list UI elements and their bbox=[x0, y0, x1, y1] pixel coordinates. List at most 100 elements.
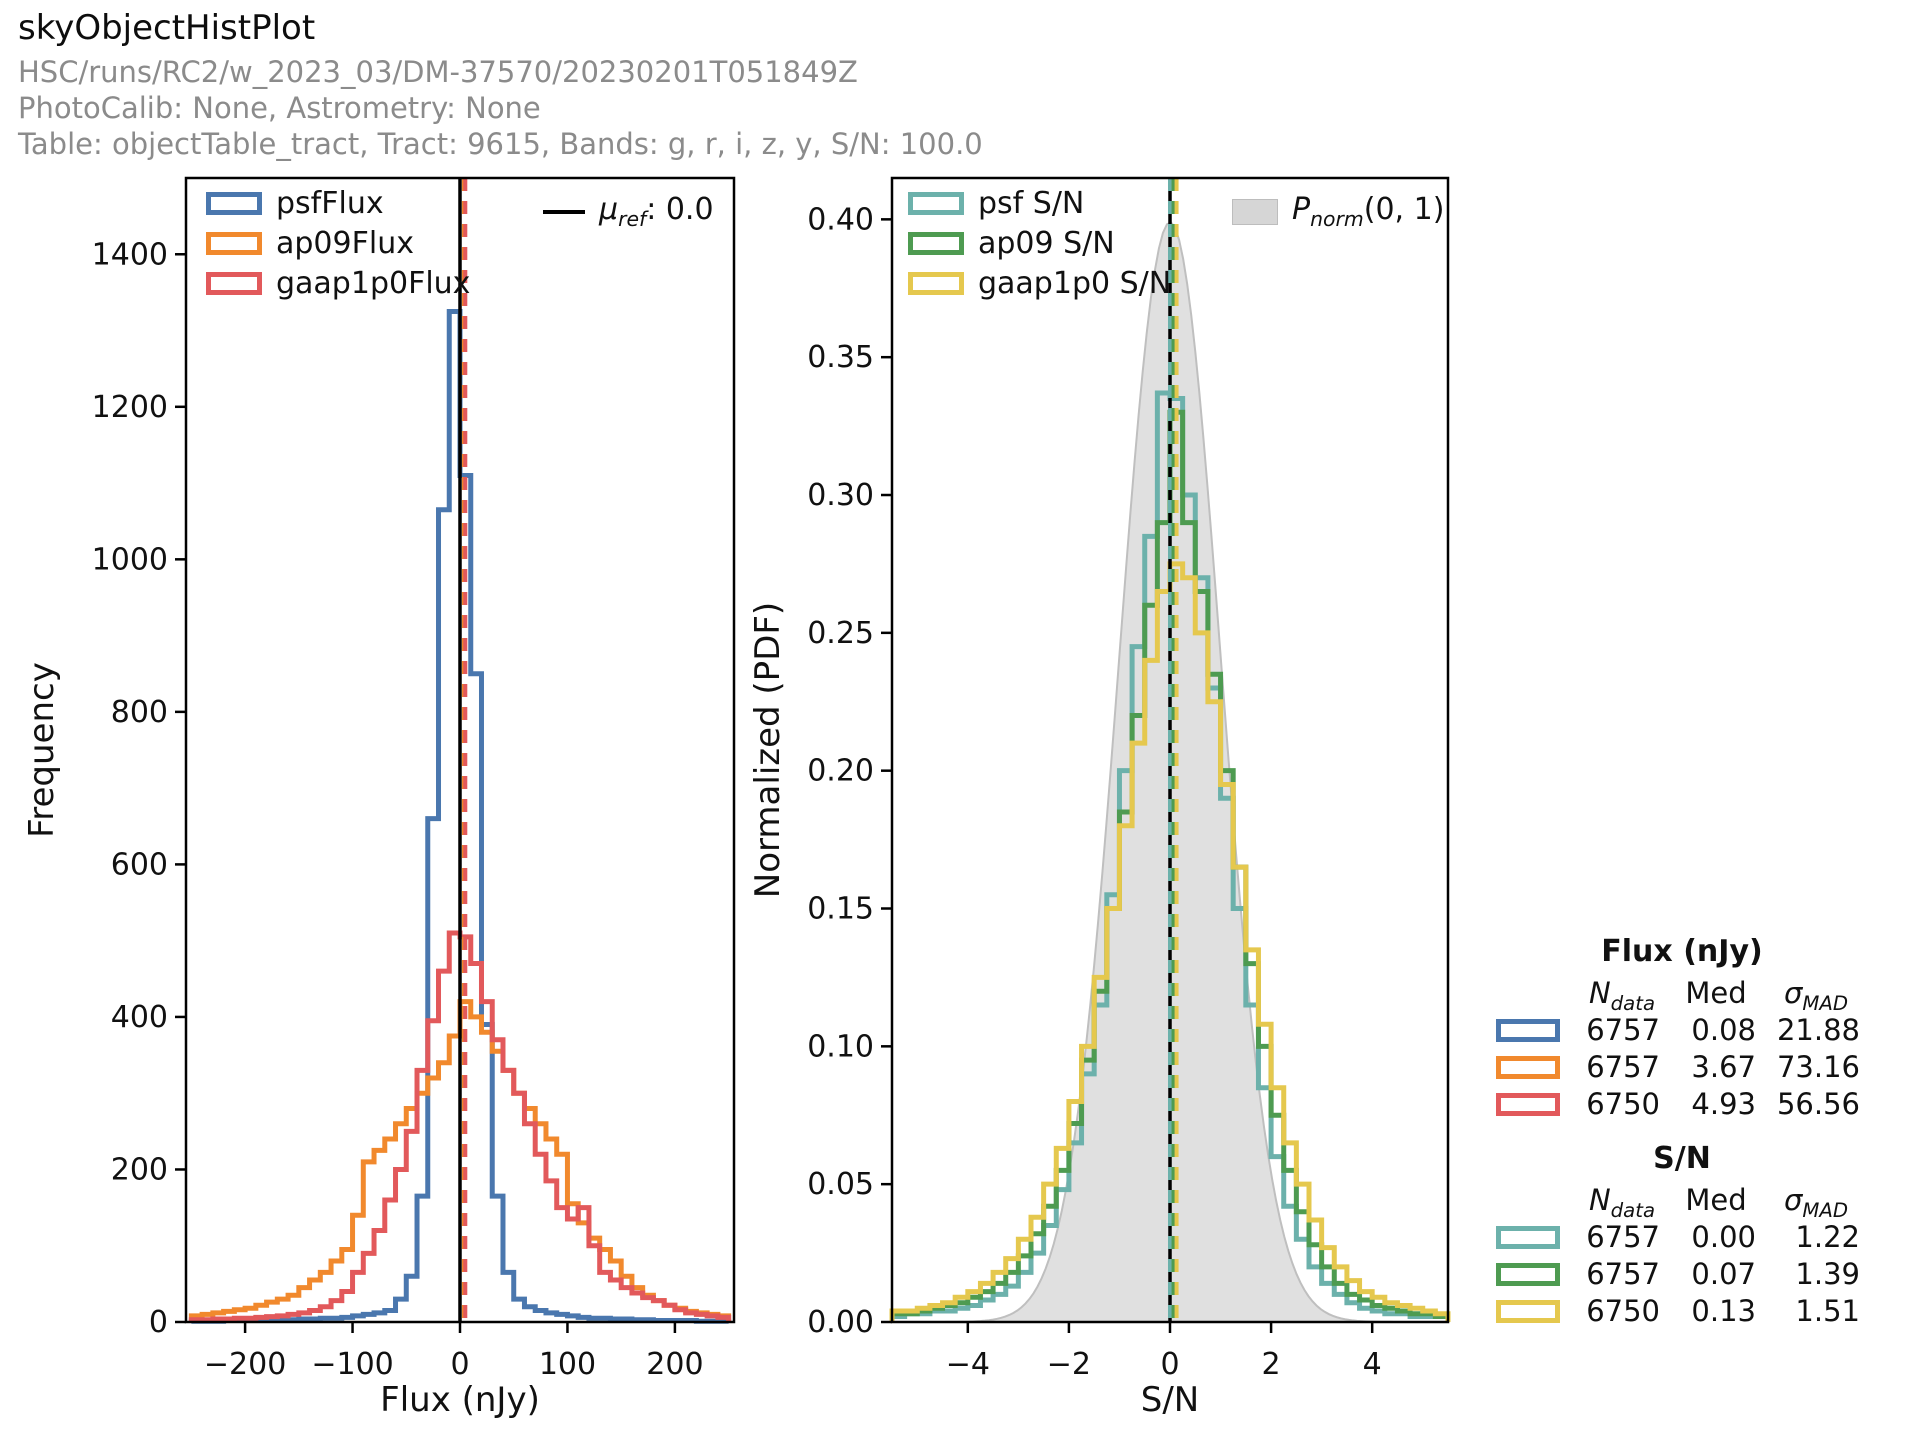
y-tick-label: 0.10 bbox=[807, 1029, 874, 1064]
y-tick-label: 1000 bbox=[92, 542, 168, 577]
legend-item-ap09-sn: ap09 S/N bbox=[908, 226, 1171, 261]
pnorm-label: Pnorm(0, 1) bbox=[1292, 192, 1445, 231]
spacer-cell bbox=[1496, 1181, 1576, 1219]
plot-title: skyObjectHistPlot bbox=[18, 8, 316, 48]
pnorm-legend: Pnorm(0, 1) bbox=[1232, 192, 1444, 231]
x-tick-label: −4 bbox=[946, 1347, 990, 1382]
sn-y-axis-label: Normalized (PDF) bbox=[748, 601, 788, 899]
legend-label: ap09Flux bbox=[276, 226, 414, 261]
flux-y-axis-label: Frequency bbox=[22, 662, 62, 838]
y-tick-label: 0.15 bbox=[807, 892, 874, 927]
col-header-sigma-mad: σMAD bbox=[1783, 1183, 1849, 1222]
flux-table-title: Flux (nJy) bbox=[1601, 934, 1763, 969]
stats-table: Flux (nJy) Ndata Med σMAD 6757 0.08 21.8… bbox=[1496, 930, 1868, 1330]
legend-label: gaap1p0Flux bbox=[276, 266, 471, 301]
med-value: 0.07 bbox=[1691, 1257, 1756, 1291]
y-tick-label: 0.40 bbox=[807, 202, 874, 237]
med-value: 0.00 bbox=[1691, 1220, 1756, 1254]
mu-ref-label: μref: 0.0 bbox=[599, 192, 714, 231]
col-header-med: Med bbox=[1685, 976, 1747, 1010]
psfflux-row-swatch-icon bbox=[1496, 1019, 1560, 1042]
mu-ref-legend: μref: 0.0 bbox=[543, 192, 714, 231]
table-section-spacer bbox=[1496, 1123, 1868, 1137]
psf-sn-row-swatch-icon bbox=[1496, 1226, 1560, 1249]
ndata-value: 6757 bbox=[1586, 1050, 1660, 1084]
table-row-swatch bbox=[1496, 1086, 1576, 1123]
ndata-value: 6750 bbox=[1586, 1087, 1660, 1121]
x-tick-label: 4 bbox=[1363, 1347, 1382, 1382]
y-tick-label: 0.25 bbox=[807, 616, 874, 651]
col-header-ndata: Ndata bbox=[1588, 1183, 1656, 1222]
x-tick-label: 100 bbox=[539, 1347, 596, 1382]
table-row-swatch bbox=[1496, 1012, 1576, 1049]
psfflux-swatch-icon bbox=[206, 192, 262, 215]
y-tick-label: 200 bbox=[111, 1152, 168, 1187]
x-tick-label: 0 bbox=[450, 1347, 469, 1382]
x-tick-label: 200 bbox=[646, 1347, 703, 1382]
ndata-value: 6757 bbox=[1586, 1220, 1660, 1254]
col-header-sigma-mad: σMAD bbox=[1783, 976, 1849, 1015]
ndata-value: 6757 bbox=[1586, 1257, 1660, 1291]
gaap1p0-sn-swatch-icon bbox=[908, 272, 964, 295]
sigma-mad-value: 73.16 bbox=[1776, 1050, 1860, 1084]
subtitle-calib: PhotoCalib: None, Astrometry: None bbox=[18, 91, 541, 125]
ap09-sn-swatch-icon bbox=[908, 232, 964, 255]
ndata-value: 6757 bbox=[1586, 1013, 1660, 1047]
sn-x-axis-label: S/N bbox=[1140, 1380, 1200, 1420]
col-header-med: Med bbox=[1685, 1183, 1747, 1217]
legend-item-gaap1p0flux: gaap1p0Flux bbox=[206, 266, 471, 301]
table-row-swatch bbox=[1496, 1293, 1576, 1330]
table-row-swatch bbox=[1496, 1256, 1576, 1293]
y-tick-label: 0.05 bbox=[807, 1167, 874, 1202]
x-tick-label: 2 bbox=[1262, 1347, 1281, 1382]
psf-sn-swatch-icon bbox=[908, 192, 964, 215]
legend-item-psf-sn: psf S/N bbox=[908, 186, 1171, 221]
pnorm-patch-icon bbox=[1232, 198, 1278, 225]
legend-item-ap09flux: ap09Flux bbox=[206, 226, 470, 261]
sigma-mad-value: 56.56 bbox=[1776, 1087, 1860, 1121]
gaap1p0flux-row-swatch-icon bbox=[1496, 1093, 1560, 1116]
legend-item-psfflux: psfFlux bbox=[206, 186, 470, 221]
col-header-ndata: Ndata bbox=[1588, 976, 1656, 1015]
flux-x-axis-label: Flux (nJy) bbox=[380, 1380, 540, 1420]
y-tick-label: 0 bbox=[149, 1305, 168, 1340]
sn-table-title: S/N bbox=[1653, 1141, 1711, 1176]
ap09flux-swatch-icon bbox=[206, 232, 262, 255]
gaap1p0-sn-row-swatch-icon bbox=[1496, 1300, 1560, 1323]
x-tick-label: −200 bbox=[204, 1347, 286, 1382]
sigma-mad-value: 1.22 bbox=[1795, 1220, 1860, 1254]
legend-label: psf S/N bbox=[978, 186, 1085, 221]
sigma-mad-value: 1.51 bbox=[1795, 1294, 1860, 1328]
sigma-mad-value: 1.39 bbox=[1795, 1257, 1860, 1291]
med-value: 0.13 bbox=[1691, 1294, 1756, 1328]
x-tick-label: −100 bbox=[311, 1347, 393, 1382]
flux-panel-hist-red bbox=[188, 930, 732, 1323]
y-tick-label: 0.30 bbox=[807, 478, 874, 513]
sn-legend: psf S/N ap09 S/N gaap1p0 S/N bbox=[908, 186, 1172, 301]
y-tick-label: 400 bbox=[111, 1000, 168, 1035]
legend-item-gaap1p0-sn: gaap1p0 S/N bbox=[908, 266, 1172, 301]
med-value: 0.08 bbox=[1691, 1013, 1756, 1047]
ap09-sn-row-swatch-icon bbox=[1496, 1263, 1560, 1286]
mu-ref-line-icon bbox=[543, 209, 585, 214]
x-tick-label: 0 bbox=[1160, 1347, 1179, 1382]
legend-label: ap09 S/N bbox=[978, 226, 1115, 261]
subtitle-run: HSC/runs/RC2/w_2023_03/DM-37570/20230201… bbox=[18, 55, 858, 89]
y-tick-label: 600 bbox=[111, 847, 168, 882]
flux-legend: psfFlux ap09Flux gaap1p0Flux bbox=[206, 186, 471, 301]
legend-label: gaap1p0 S/N bbox=[978, 266, 1172, 301]
ndata-value: 6750 bbox=[1586, 1294, 1660, 1328]
legend-label: psfFlux bbox=[276, 186, 384, 221]
y-tick-label: 0.20 bbox=[807, 754, 874, 789]
subtitle-table: Table: objectTable_tract, Tract: 9615, B… bbox=[18, 127, 983, 161]
ap09flux-row-swatch-icon bbox=[1496, 1056, 1560, 1079]
med-value: 3.67 bbox=[1691, 1050, 1756, 1084]
table-row-swatch bbox=[1496, 1219, 1576, 1256]
table-row-swatch bbox=[1496, 1049, 1576, 1086]
y-tick-label: 0.35 bbox=[807, 340, 874, 375]
sigma-mad-value: 21.88 bbox=[1776, 1013, 1860, 1047]
y-tick-label: 1200 bbox=[92, 390, 168, 425]
gaap1p0flux-swatch-icon bbox=[206, 272, 262, 295]
y-tick-label: 0.00 bbox=[807, 1305, 874, 1340]
